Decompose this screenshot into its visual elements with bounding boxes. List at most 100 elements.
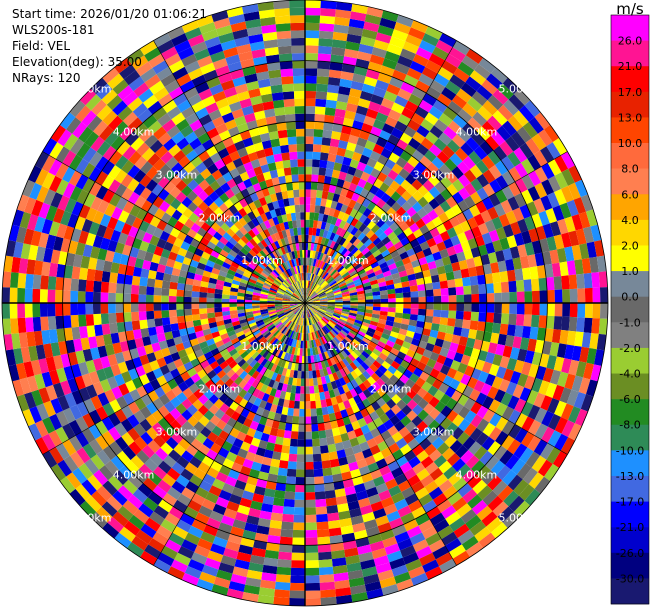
colorbar-tick-label: 2.0 bbox=[621, 240, 639, 253]
range-gate bbox=[469, 275, 479, 286]
range-gate bbox=[48, 430, 63, 447]
range-gate bbox=[519, 337, 530, 351]
range-gate bbox=[346, 454, 357, 464]
range-gate bbox=[566, 389, 579, 407]
range-gate bbox=[195, 267, 205, 276]
range-gate bbox=[524, 350, 535, 364]
range-gate bbox=[444, 434, 457, 448]
range-gate bbox=[366, 344, 375, 352]
range-gate bbox=[324, 421, 332, 431]
range-gate bbox=[166, 467, 181, 481]
range-gate bbox=[307, 355, 312, 364]
range-gate bbox=[3, 255, 14, 273]
range-gate bbox=[244, 293, 253, 298]
range-gate bbox=[214, 409, 225, 420]
range-gate bbox=[351, 404, 360, 414]
range-gate bbox=[345, 406, 355, 417]
range-gate bbox=[328, 412, 337, 422]
range-gate bbox=[223, 508, 238, 520]
range-gate bbox=[318, 309, 326, 315]
range-gate bbox=[305, 431, 313, 440]
range-gate bbox=[534, 476, 551, 494]
range-gate bbox=[71, 326, 81, 340]
range-gate bbox=[114, 242, 125, 254]
range-gate bbox=[398, 426, 410, 438]
range-gate bbox=[177, 247, 188, 257]
range-gate bbox=[260, 432, 270, 442]
range-gate bbox=[396, 333, 406, 341]
range-gate bbox=[362, 448, 373, 459]
range-gate bbox=[252, 361, 261, 371]
range-gate bbox=[59, 476, 76, 494]
range-gate bbox=[69, 488, 86, 506]
range-gate bbox=[552, 384, 565, 401]
range-gate bbox=[24, 288, 33, 303]
range-gate bbox=[568, 423, 582, 441]
range-gate bbox=[281, 326, 288, 334]
range-gate bbox=[267, 534, 281, 545]
range-gate bbox=[329, 534, 343, 545]
range-gate bbox=[308, 370, 313, 379]
range-gate bbox=[425, 375, 437, 386]
range-gate bbox=[245, 577, 262, 588]
range-gate bbox=[301, 318, 304, 326]
range-gate bbox=[600, 303, 608, 319]
range-gate bbox=[305, 552, 319, 561]
range-gate bbox=[457, 362, 468, 374]
range-gate bbox=[225, 273, 235, 280]
range-gate bbox=[161, 545, 178, 560]
range-gate bbox=[283, 294, 291, 299]
range-gate bbox=[206, 467, 219, 479]
range-gate bbox=[75, 242, 86, 256]
range-gate bbox=[290, 304, 298, 307]
range-gate bbox=[472, 479, 488, 495]
range-gate bbox=[88, 424, 102, 440]
range-gate bbox=[561, 275, 570, 290]
range-gate bbox=[286, 345, 291, 354]
range-gate bbox=[191, 253, 202, 263]
range-gate bbox=[99, 465, 114, 481]
range-gate bbox=[78, 387, 91, 402]
range-gate bbox=[17, 272, 27, 289]
range-gate bbox=[184, 290, 192, 298]
range-gate bbox=[117, 361, 129, 374]
range-gate bbox=[290, 567, 305, 576]
range-gate bbox=[314, 362, 320, 371]
range-gate bbox=[314, 121, 324, 130]
range-gate bbox=[314, 339, 319, 347]
range-gate bbox=[314, 483, 325, 493]
range-gate bbox=[354, 385, 363, 395]
range-gate bbox=[320, 304, 328, 307]
range-gate bbox=[571, 345, 582, 362]
range-gate bbox=[476, 505, 493, 521]
range-gate bbox=[353, 394, 362, 405]
range-gate bbox=[122, 244, 133, 256]
range-gate bbox=[131, 284, 140, 295]
range-gate bbox=[350, 341, 358, 349]
range-gate bbox=[600, 287, 608, 303]
range-gate bbox=[356, 311, 365, 316]
range-gate bbox=[394, 420, 406, 432]
range-gate bbox=[299, 401, 305, 410]
range-gate bbox=[473, 446, 488, 461]
range-gate bbox=[306, 333, 309, 341]
range-gate bbox=[492, 322, 501, 334]
range-gate bbox=[293, 370, 298, 379]
range-gate bbox=[237, 347, 247, 356]
range-gate bbox=[335, 370, 343, 380]
range-gate bbox=[235, 268, 245, 276]
range-gate bbox=[561, 316, 570, 331]
range-gate bbox=[182, 340, 192, 350]
range-gate bbox=[318, 320, 325, 328]
range-gate bbox=[512, 384, 525, 399]
range-gate bbox=[255, 447, 266, 457]
range-gate bbox=[503, 368, 514, 382]
range-gate bbox=[290, 296, 299, 301]
range-gate bbox=[322, 129, 333, 139]
range-gate bbox=[408, 319, 418, 327]
range-gate bbox=[371, 381, 381, 392]
range-gate bbox=[315, 506, 328, 515]
range-gate bbox=[265, 542, 280, 552]
range-gate bbox=[441, 340, 452, 350]
range-gate bbox=[270, 458, 281, 468]
